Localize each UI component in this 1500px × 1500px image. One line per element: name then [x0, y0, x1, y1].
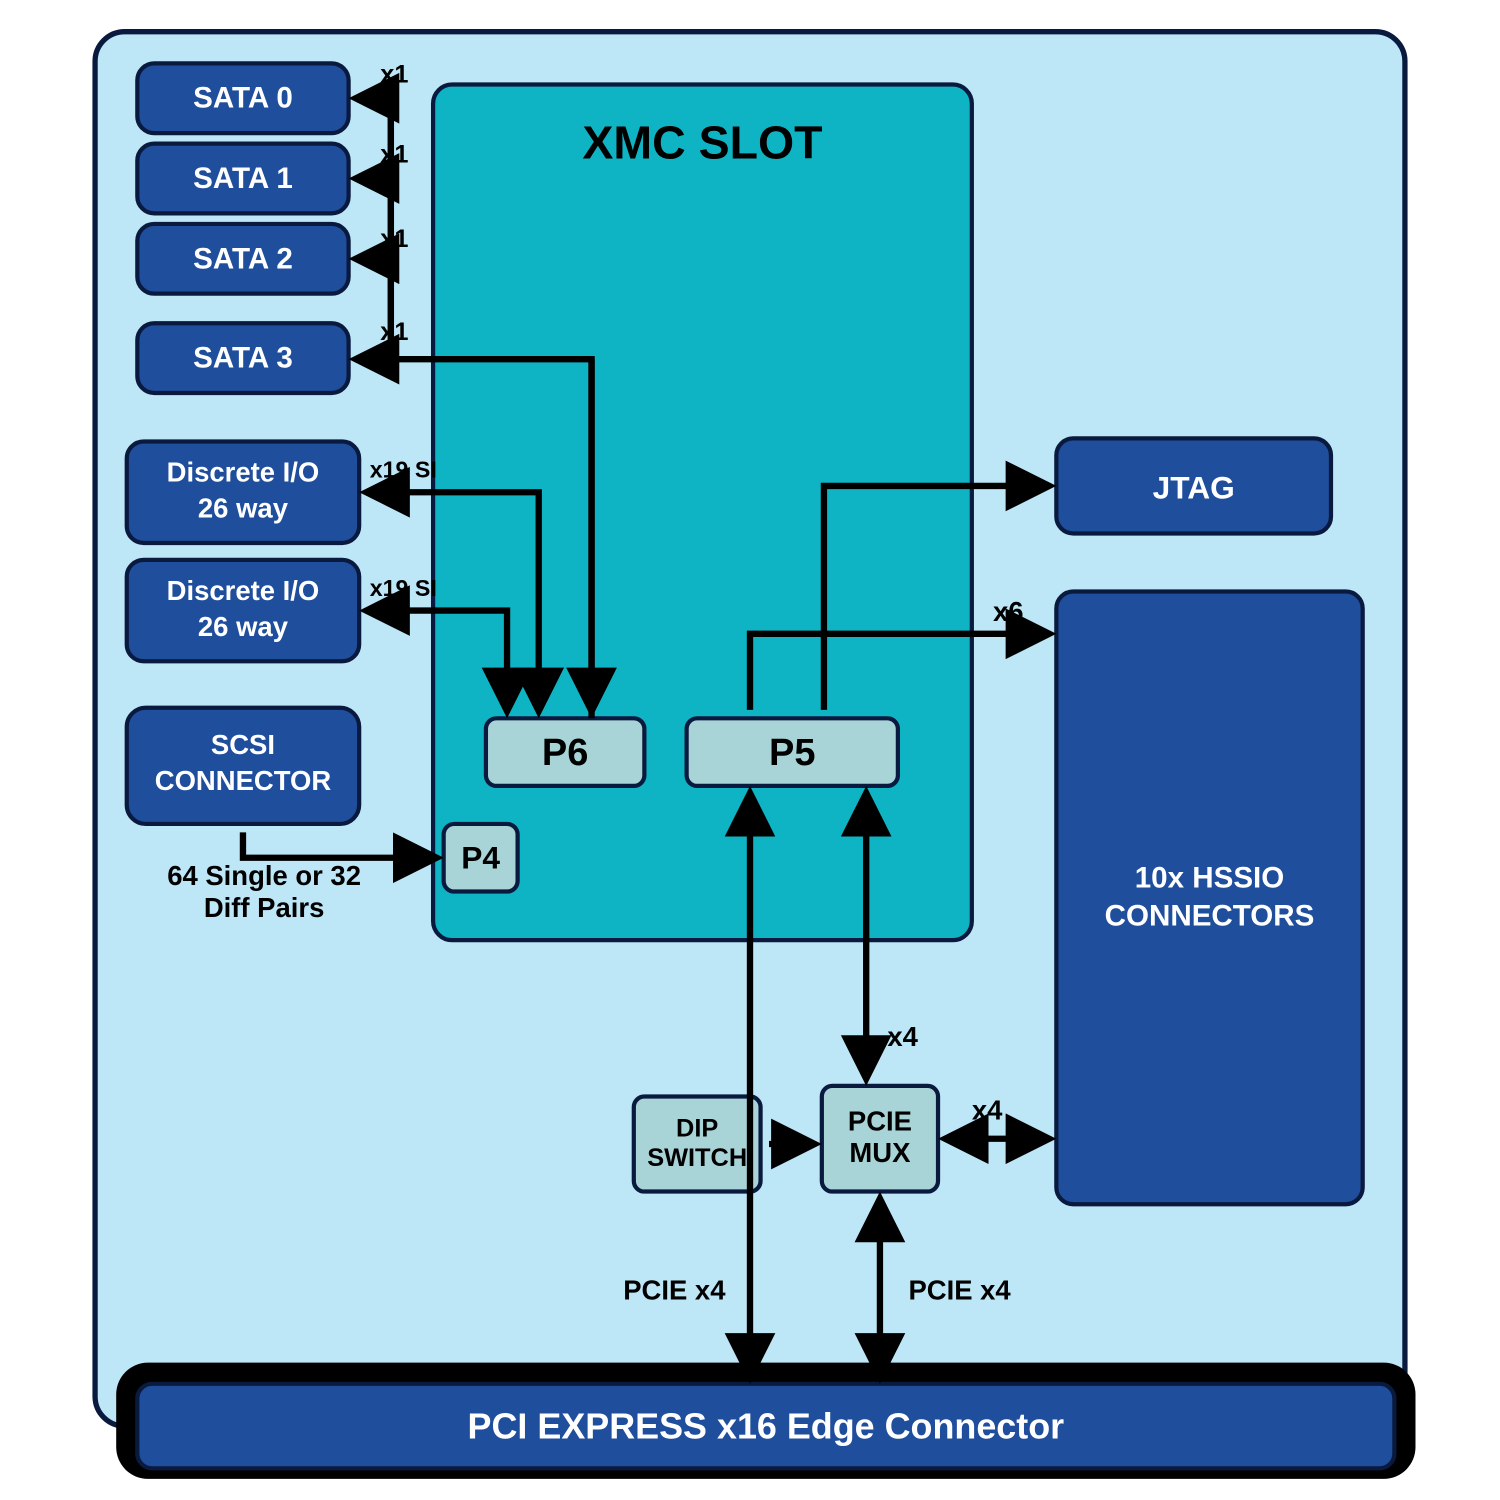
dio-0-line1: Discrete I/O — [167, 457, 320, 488]
hssio-line2: CONNECTORS — [1105, 899, 1315, 932]
lbl-x1-2: x1 — [380, 225, 408, 253]
lbl-x4-right: x4 — [972, 1095, 1003, 1126]
p5-label: P5 — [769, 732, 816, 774]
lbl-x4-top: x4 — [887, 1021, 918, 1052]
p6-label: P6 — [542, 732, 589, 774]
sata-1-label: SATA 1 — [193, 162, 293, 195]
footer-label: PCI EXPRESS x16 Edge Connector — [468, 1406, 1065, 1447]
p4-label: P4 — [461, 839, 500, 875]
dip-line2: SWITCH — [647, 1144, 747, 1172]
mux-line2: MUX — [849, 1137, 911, 1168]
block-diagram: XMC SLOT P6 P5 P4 SATA 0 SATA 1 SATA 2 S… — [0, 0, 1500, 1500]
mux-line1: PCIE — [848, 1105, 912, 1136]
lbl-x1-3: x1 — [380, 318, 408, 346]
sata-2-label: SATA 2 — [193, 242, 293, 275]
dip-line1: DIP — [676, 1115, 718, 1143]
lbl-pciex4-r: PCIE x4 — [908, 1274, 1011, 1305]
sata-0-label: SATA 0 — [193, 82, 293, 115]
lbl-x19-0: x19 SI — [370, 456, 437, 482]
xmc-title: XMC SLOT — [582, 116, 822, 168]
scsi-line2: CONNECTOR — [155, 765, 332, 796]
hssio-block — [1056, 592, 1362, 1205]
jtag-label: JTAG — [1153, 470, 1235, 506]
lbl-pciex4-l: PCIE x4 — [623, 1274, 726, 1305]
lbl-x6: x6 — [993, 596, 1024, 627]
dio-1-line2: 26 way — [198, 611, 289, 642]
lbl-x1-1: x1 — [380, 141, 408, 169]
scsi-note2: Diff Pairs — [204, 892, 325, 923]
lbl-x1-0: x1 — [380, 60, 408, 88]
sata-3-label: SATA 3 — [193, 342, 293, 375]
sata-group: SATA 0 SATA 1 SATA 2 SATA 3 — [137, 63, 348, 393]
scsi-note1: 64 Single or 32 — [167, 860, 361, 891]
hssio-line1: 10x HSSIO — [1135, 861, 1285, 894]
xmc-slot — [433, 85, 972, 941]
lbl-x19-1: x19 SI — [370, 575, 437, 601]
dio-1-line1: Discrete I/O — [167, 575, 320, 606]
dio-0-line2: 26 way — [198, 493, 289, 524]
scsi-line1: SCSI — [211, 729, 275, 760]
